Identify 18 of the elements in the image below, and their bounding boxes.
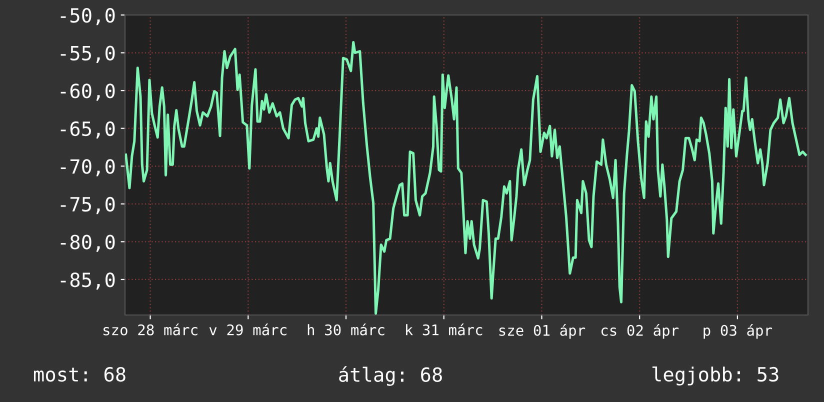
y-tick-label: -85,0 bbox=[60, 272, 115, 290]
y-tick-label: -55,0 bbox=[60, 46, 115, 63]
text: legjobb: 53 bbox=[652, 366, 778, 386]
x-tick-label: p 03 ápr bbox=[704, 324, 772, 339]
y-tick-label: -50,0 bbox=[60, 8, 115, 26]
x-tick-label: cs 02 ápr bbox=[601, 324, 679, 339]
text: most: 68 bbox=[34, 366, 126, 382]
y-tick-label: -75,0 bbox=[60, 196, 115, 214]
y-tick-label: -80,0 bbox=[60, 234, 115, 252]
text: átlag: 68 bbox=[339, 366, 442, 386]
y-tick-label: -65,0 bbox=[60, 121, 115, 139]
x-tick-label: sze 01 ápr bbox=[499, 324, 586, 339]
y-tick-label: -60,0 bbox=[60, 84, 115, 101]
y-tick-label: -70,0 bbox=[60, 159, 115, 176]
x-tick-label: szo 28 márc bbox=[104, 324, 198, 336]
x-tick-label: v 29 márc bbox=[209, 324, 286, 336]
x-tick-label: k 31 márc bbox=[406, 324, 482, 336]
x-tick-label: h 30 márc bbox=[308, 324, 384, 336]
